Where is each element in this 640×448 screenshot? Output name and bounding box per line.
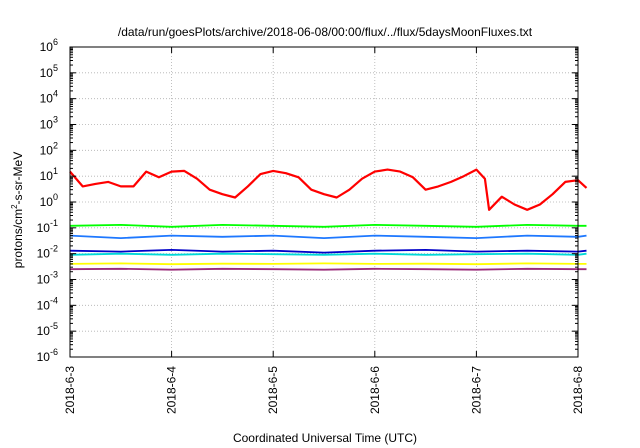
y-axis-label-sup: 2: [10, 204, 19, 209]
y-tick-label: 10-4: [37, 295, 58, 312]
y-tick-label-base: 10: [37, 221, 51, 235]
y-tick-label-base: 10: [37, 298, 51, 312]
chart-title: /data/run/goesPlots/archive/2018-06-08/0…: [118, 25, 533, 39]
x-tick-label: 2018-6-3: [63, 366, 77, 414]
y-tick-label-exponent: 6: [53, 37, 58, 47]
x-tick-label: 2018-6-5: [266, 366, 280, 414]
y-tick-label: 100: [40, 192, 58, 209]
y-tick-label-base: 10: [40, 169, 54, 183]
y-tick-label: 106: [40, 37, 58, 54]
y-tick-label-base: 10: [37, 324, 51, 338]
y-tick-label: 105: [40, 63, 58, 80]
y-tick-label-base: 10: [40, 66, 54, 80]
y-tick-label-base: 10: [40, 118, 54, 132]
y-tick-label-exponent: 4: [53, 89, 58, 99]
y-tick-label-exponent: 5: [53, 63, 58, 73]
x-tick-label: 2018-6-7: [469, 366, 483, 414]
x-tick-label: 2018-6-8: [571, 366, 585, 414]
y-tick-label-exponent: 0: [53, 192, 58, 202]
y-tick-label: 101: [40, 166, 58, 183]
y-tick-label: 10-5: [37, 321, 58, 338]
y-tick-label-exponent: -2: [50, 244, 58, 254]
series-line-2: [69, 223, 587, 228]
series-line-7: [69, 267, 587, 271]
y-tick-label-exponent: 2: [53, 140, 58, 150]
y-tick-label-exponent: -3: [50, 270, 58, 280]
y-tick-label-exponent: -5: [50, 321, 58, 331]
y-axis-label-rest: -s-sr-MeV: [11, 152, 25, 205]
series-line-3: [69, 234, 587, 240]
y-tick-label-exponent: 3: [53, 115, 58, 125]
y-tick-label: 10-2: [37, 244, 58, 261]
y-tick-label: 102: [40, 140, 58, 157]
y-tick-label-base: 10: [37, 273, 51, 287]
y-tick-label: 10-3: [37, 270, 58, 287]
y-tick-label-base: 10: [40, 40, 54, 54]
y-tick-label: 103: [40, 115, 58, 132]
y-tick-label-base: 10: [40, 143, 54, 157]
y-axis-label-base: protons/cm: [11, 209, 25, 268]
x-tick-label: 2018-6-6: [368, 366, 382, 414]
series-group: [69, 168, 588, 271]
y-axis-label: protons/cm2-s-sr-MeV: [10, 152, 25, 268]
y-tick-label: 10-6: [37, 347, 58, 364]
y-tick-label-exponent: -6: [50, 347, 58, 357]
y-tick-label-exponent: -4: [50, 295, 58, 305]
plot-frame: [69, 46, 579, 358]
y-tick-label-base: 10: [37, 350, 51, 364]
series-line-4: [69, 252, 587, 256]
y-tick-label-base: 10: [40, 195, 54, 209]
y-tick-label-exponent: 1: [53, 166, 58, 176]
x-tick-label: 2018-6-4: [165, 366, 179, 414]
series-line-1: [69, 168, 588, 211]
y-tick-label-base: 10: [37, 247, 51, 261]
y-tick-label-base: 10: [40, 92, 54, 106]
series-line-6: [69, 262, 587, 266]
y-tick-label: 104: [40, 89, 58, 106]
y-tick-label: 10-1: [37, 218, 58, 235]
x-axis-label: Coordinated Universal Time (UTC): [233, 431, 417, 445]
grid: [70, 47, 578, 357]
y-tick-label-exponent: -1: [50, 218, 58, 228]
series-line-5: [69, 248, 587, 254]
axes: 10610510410310210110010-110-210-310-410-…: [37, 37, 585, 414]
